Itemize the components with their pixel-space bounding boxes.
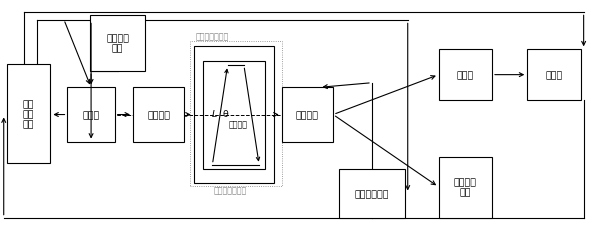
Text: 超声波传感器二: 超声波传感器二 [195, 32, 229, 41]
Text: 驱动单元: 驱动单元 [147, 110, 170, 119]
Text: 超声波传感器一: 超声波传感器一 [213, 186, 247, 195]
FancyBboxPatch shape [7, 65, 50, 164]
Text: 单片机: 单片机 [83, 110, 100, 119]
FancyBboxPatch shape [527, 50, 581, 100]
Text: 峰值检测
单元: 峰值检测 单元 [454, 178, 477, 197]
FancyBboxPatch shape [438, 50, 492, 100]
FancyBboxPatch shape [339, 170, 405, 218]
FancyBboxPatch shape [438, 157, 492, 218]
FancyBboxPatch shape [67, 88, 115, 142]
FancyBboxPatch shape [133, 88, 184, 142]
Text: θ: θ [223, 109, 229, 118]
Text: 温度测量
单元: 温度测量 单元 [106, 34, 130, 53]
Text: 放大电路: 放大电路 [296, 110, 319, 119]
FancyBboxPatch shape [91, 16, 145, 72]
Text: L: L [212, 109, 218, 118]
FancyBboxPatch shape [193, 47, 274, 183]
Text: 人机
界面
系统: 人机 界面 系统 [23, 100, 34, 129]
FancyBboxPatch shape [202, 61, 264, 169]
Text: 增益控制单元: 增益控制单元 [354, 189, 389, 198]
FancyBboxPatch shape [282, 88, 333, 142]
Text: 计数器: 计数器 [545, 71, 562, 80]
Text: 气流方向: 气流方向 [228, 120, 247, 129]
Text: 比较器: 比较器 [457, 71, 474, 80]
